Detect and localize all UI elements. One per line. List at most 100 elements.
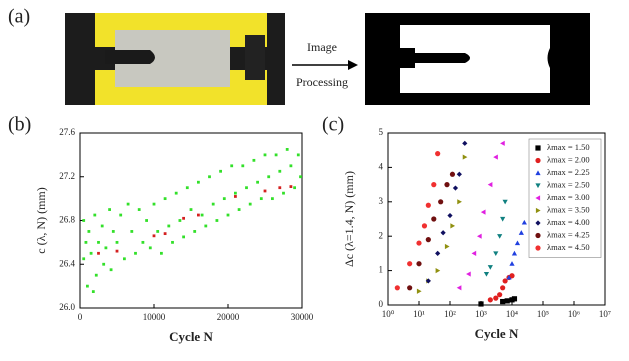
legend-marker <box>535 220 541 226</box>
x-tick-label: 0 <box>78 312 83 322</box>
point <box>267 175 271 179</box>
point <box>500 285 506 291</box>
point <box>97 251 100 255</box>
point <box>271 197 274 201</box>
point <box>497 292 503 298</box>
point <box>438 199 444 205</box>
y-tick-label: 27.2 <box>59 171 75 181</box>
point <box>278 186 282 190</box>
point <box>456 285 462 291</box>
point <box>394 285 400 291</box>
point <box>506 274 512 280</box>
point <box>471 250 477 256</box>
point <box>462 140 468 146</box>
point <box>82 257 86 261</box>
point <box>245 186 248 190</box>
legend-marker <box>535 207 541 214</box>
point <box>248 202 252 206</box>
point <box>493 251 499 256</box>
x-tick-label: 30000 <box>291 312 314 322</box>
point <box>500 216 506 222</box>
point <box>91 290 95 293</box>
point <box>152 234 156 238</box>
point <box>518 230 524 235</box>
point <box>152 202 156 206</box>
point <box>174 191 178 195</box>
y-tick-label: 5 <box>379 127 384 137</box>
point <box>289 164 293 168</box>
point <box>421 223 428 229</box>
point <box>171 240 174 244</box>
point <box>134 251 137 255</box>
point <box>193 230 197 233</box>
point <box>487 297 493 303</box>
legend-label: λmax = 1.50 <box>547 142 590 152</box>
point <box>521 219 527 225</box>
point <box>504 298 510 304</box>
point <box>222 197 226 201</box>
point <box>511 250 518 256</box>
point <box>234 191 237 195</box>
point <box>197 213 200 217</box>
point <box>425 278 431 284</box>
y-tick-label: 2 <box>379 230 384 240</box>
point <box>211 202 215 206</box>
legend-label: λmax = 3.50 <box>547 204 590 214</box>
y-tick-label: 4 <box>379 161 384 171</box>
point <box>215 219 219 222</box>
point <box>100 224 104 228</box>
point <box>156 230 160 233</box>
point <box>104 246 108 250</box>
point <box>431 216 437 222</box>
point <box>425 237 431 243</box>
point <box>440 230 446 236</box>
x-axis-label: Cycle N <box>169 329 213 344</box>
x-tick-label: 10⁰ <box>382 309 395 319</box>
point <box>130 230 134 233</box>
arrow-text: Processing <box>296 75 348 89</box>
legend-label: λmax = 3.00 <box>547 192 590 202</box>
point <box>431 182 437 188</box>
point <box>93 213 97 217</box>
point <box>487 182 493 188</box>
x-tick-label: 10³ <box>475 309 487 319</box>
y-axis-label: c (λ, N) (mm) <box>34 187 48 253</box>
legend-label: λmax = 2.25 <box>547 167 590 177</box>
legend-label: λmax = 2.50 <box>547 179 590 189</box>
y-tick-label: 26.0 <box>59 302 75 312</box>
point <box>189 208 193 211</box>
point <box>457 199 462 205</box>
legend-label: λmax = 4.00 <box>547 217 590 227</box>
point <box>82 219 86 222</box>
point <box>86 284 89 288</box>
point <box>456 171 462 177</box>
point <box>148 246 152 250</box>
point <box>509 261 515 266</box>
plot-frame <box>79 132 303 309</box>
point <box>263 189 267 193</box>
point <box>425 202 431 208</box>
point <box>219 169 222 173</box>
point <box>102 262 106 266</box>
x-axis-label: Cycle N <box>475 326 519 341</box>
point <box>256 180 259 184</box>
panel-label: (c) <box>322 114 344 136</box>
y-tick-label: 0 <box>379 299 384 309</box>
point <box>226 213 230 217</box>
arrow-text: Image <box>307 40 337 54</box>
point <box>97 240 100 244</box>
point <box>119 213 123 217</box>
point <box>483 271 490 277</box>
point <box>493 154 498 160</box>
point <box>450 223 456 229</box>
point <box>416 240 422 246</box>
point <box>200 213 204 217</box>
point <box>137 208 141 211</box>
x-tick-label: 10² <box>444 309 456 319</box>
point <box>237 208 241 211</box>
point <box>435 268 441 274</box>
panel-label: (b) <box>8 114 31 136</box>
x-tick-label: 10⁷ <box>599 309 611 319</box>
point <box>476 233 482 239</box>
